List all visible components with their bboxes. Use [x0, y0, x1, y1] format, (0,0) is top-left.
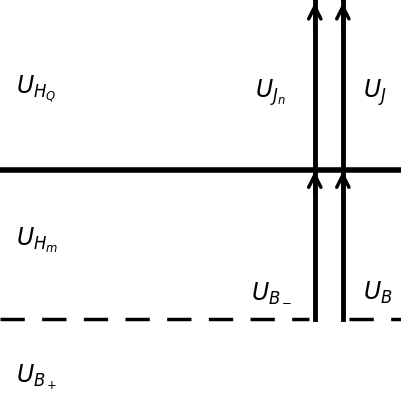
Text: $U_{B_+}$: $U_{B_+}$ — [16, 363, 57, 391]
Text: $U_{B}$: $U_{B}$ — [363, 279, 393, 306]
Text: $U_{B_-}$: $U_{B_-}$ — [251, 281, 292, 304]
Text: $U_{H_m}$: $U_{H_m}$ — [16, 226, 58, 255]
Text: $U_{J}$: $U_{J}$ — [363, 77, 387, 107]
Text: $U_{H_Q}$: $U_{H_Q}$ — [16, 73, 57, 103]
Text: $U_{J_n}$: $U_{J_n}$ — [255, 77, 286, 107]
